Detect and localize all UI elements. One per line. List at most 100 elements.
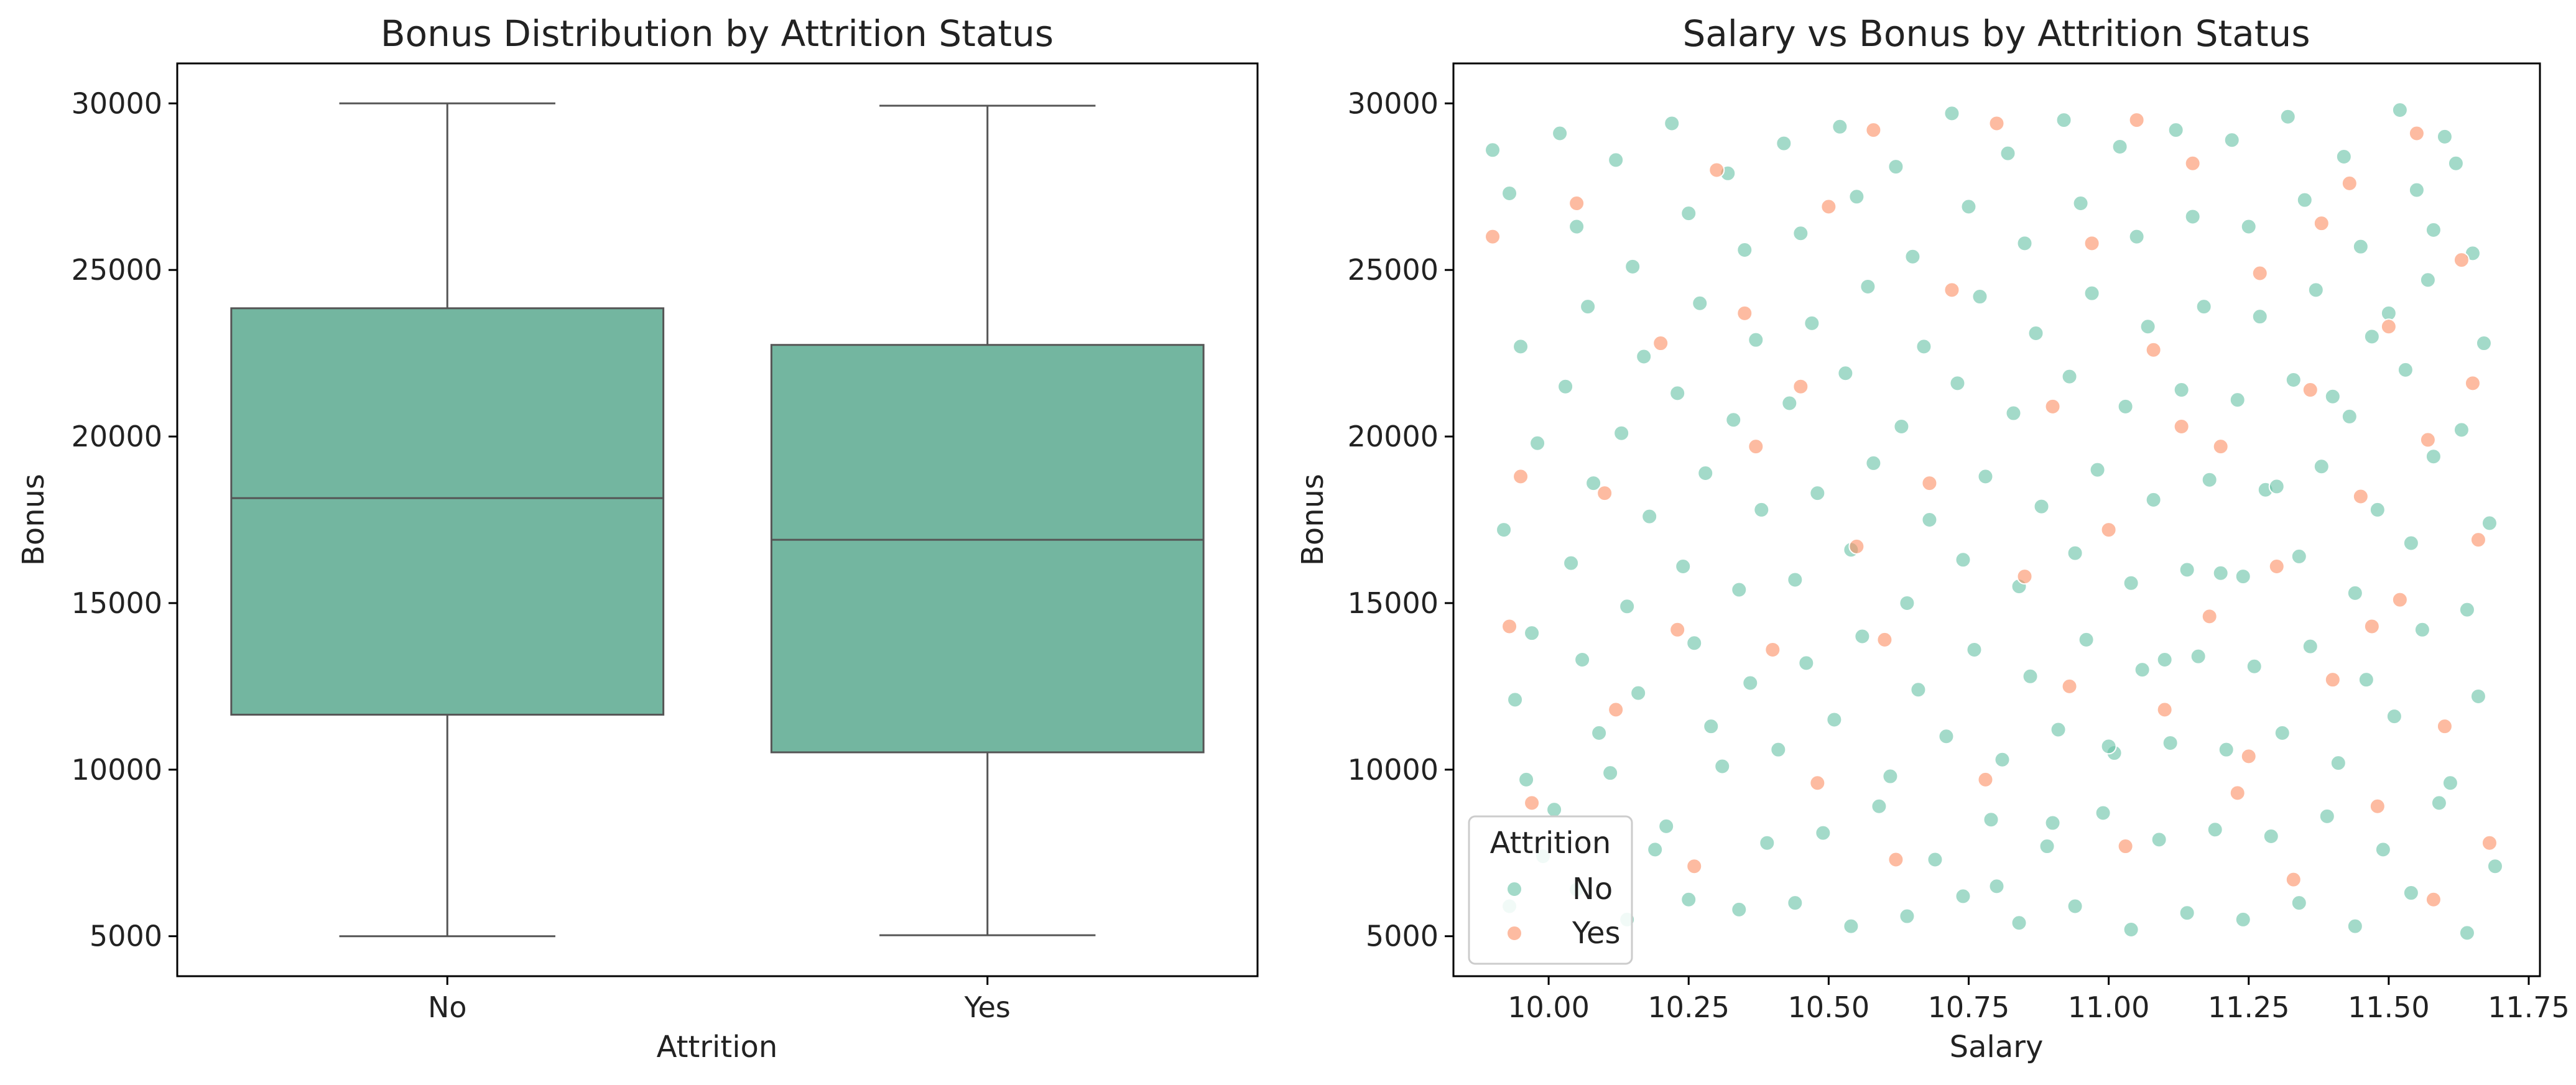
scatter-legend: Attrition No Yes bbox=[1468, 815, 1633, 965]
scatter-point-no bbox=[2179, 561, 2195, 578]
scatter-point-no bbox=[2100, 738, 2117, 755]
scatter-point-no bbox=[2414, 621, 2430, 638]
scatter-point-no bbox=[1971, 289, 1988, 305]
scatter-point-yes bbox=[1608, 701, 1624, 718]
scatter-point-no bbox=[2078, 631, 2095, 648]
scatter-point-no bbox=[2212, 565, 2229, 581]
scatter-point-no bbox=[1703, 718, 1720, 735]
scatter-point-no bbox=[1927, 851, 1944, 868]
scatter-point-no bbox=[1977, 468, 1994, 485]
scatter-point-no bbox=[1680, 891, 1697, 908]
scatter-point-yes bbox=[2436, 718, 2453, 735]
scatter-point-yes bbox=[1764, 641, 1781, 658]
scatter-point-no bbox=[1792, 225, 1809, 242]
scatter-point-no bbox=[2274, 724, 2291, 741]
scatter-point-no bbox=[2061, 368, 2078, 385]
scatter-point-no bbox=[2151, 831, 2167, 848]
scatter-point-no bbox=[2447, 155, 2464, 172]
scatter-point-yes bbox=[2369, 798, 2386, 815]
x-tick-label: 10.00 bbox=[1508, 990, 1590, 1024]
scatter-point-no bbox=[2425, 221, 2442, 238]
scatter-point-no bbox=[1563, 555, 1580, 571]
scatter-x-axis-label: Salary bbox=[1950, 1030, 2044, 1064]
scatter-point-no bbox=[2291, 548, 2307, 565]
scatter-point-no bbox=[1882, 768, 1899, 785]
scatter-y-axis-label: Bonus bbox=[1295, 474, 1330, 566]
scatter-point-no bbox=[1893, 418, 1910, 435]
scatter-point-yes bbox=[1485, 228, 1501, 245]
scatter-point-yes bbox=[1988, 115, 2005, 132]
scatter-point-yes bbox=[1792, 378, 1809, 395]
scatter-point-no bbox=[2235, 568, 2251, 585]
scatter-point-no bbox=[1837, 365, 1854, 382]
scatter-point-no bbox=[2481, 515, 2498, 532]
scatter-point-no bbox=[2089, 461, 2106, 478]
scatter-marks bbox=[1485, 102, 2503, 941]
scatter-point-no bbox=[1641, 508, 1658, 525]
scatter-point-no bbox=[1742, 675, 1759, 691]
scatter-point-no bbox=[2095, 805, 2111, 821]
scatter-point-no bbox=[1955, 888, 1971, 905]
scatter-point-yes bbox=[2408, 125, 2425, 142]
scatter-point-yes bbox=[2145, 341, 2162, 358]
scatter-point-no bbox=[2246, 658, 2263, 675]
scatter-point-no bbox=[1608, 152, 1624, 169]
scatter-point-no bbox=[2352, 238, 2369, 255]
scatter-point-no bbox=[2347, 584, 2363, 601]
scatter-point-yes bbox=[2285, 871, 2302, 888]
x-tick-label: 11.75 bbox=[2488, 990, 2570, 1024]
scatter-point-no bbox=[2486, 858, 2503, 875]
y-tick-label: 25000 bbox=[72, 253, 162, 287]
scatter-point-no bbox=[2156, 652, 2173, 668]
scatter-point-no bbox=[1798, 655, 1815, 672]
scatter-point-yes bbox=[1652, 335, 1669, 352]
scatter-point-no bbox=[1680, 205, 1697, 222]
x-tick-label: 10.25 bbox=[1647, 990, 1730, 1024]
scatter-point-no bbox=[1888, 159, 1904, 175]
scatter-point-no bbox=[2251, 308, 2268, 325]
scatter-point-no bbox=[1748, 331, 1764, 348]
scatter-point-no bbox=[1731, 581, 1748, 598]
scatter-point-no bbox=[2083, 285, 2100, 302]
scatter-point-no bbox=[1624, 258, 1641, 275]
scatter-point-no bbox=[1955, 552, 1971, 568]
scatter-point-no bbox=[1513, 338, 1529, 355]
scatter-point-no bbox=[2179, 905, 2195, 921]
legend-label-yes: Yes bbox=[1572, 916, 1620, 951]
scatter-point-no bbox=[2302, 638, 2319, 655]
scatter-point-yes bbox=[2212, 438, 2229, 455]
scatter-point-no bbox=[2235, 911, 2251, 928]
scatter-point-no bbox=[2039, 838, 2055, 855]
scatter-point-no bbox=[1501, 185, 1518, 201]
scatter-point-no bbox=[2117, 398, 2134, 415]
scatter-point-no bbox=[1568, 218, 1585, 235]
scatter-point-no bbox=[2022, 668, 2039, 685]
y-tick-label: 5000 bbox=[1366, 920, 1439, 953]
scatter-point-yes bbox=[2100, 522, 2117, 538]
scatter-point-no bbox=[2044, 815, 2061, 831]
scatter-point-no bbox=[1899, 908, 1916, 925]
scatter-point-yes bbox=[1736, 305, 1753, 321]
scatter-point-no bbox=[2223, 132, 2240, 149]
scatter-point-no bbox=[2436, 128, 2453, 145]
scatter-point-no bbox=[1832, 118, 1848, 135]
scatter-point-yes bbox=[1501, 618, 1518, 635]
scatter-point-no bbox=[2386, 708, 2402, 725]
scatter-point-no bbox=[2330, 755, 2347, 772]
scatter-point-no bbox=[2218, 741, 2235, 758]
scatter-point-no bbox=[2335, 149, 2352, 165]
scatter-point-yes bbox=[1848, 538, 1865, 555]
scatter-point-yes bbox=[1865, 122, 1882, 139]
scatter-point-no bbox=[1714, 758, 1731, 775]
scatter-point-no bbox=[1619, 598, 1636, 615]
scatter-point-no bbox=[1529, 435, 1546, 451]
x-tick-label: 11.25 bbox=[2208, 990, 2290, 1024]
boxplot-panel: Bonus Distribution by Attrition Status 5… bbox=[16, 12, 1259, 1064]
scatter-point-yes bbox=[2363, 618, 2380, 635]
scatter-point-no bbox=[2291, 895, 2307, 912]
scatter-point-no bbox=[2139, 318, 2156, 335]
scatter-point-no bbox=[2005, 405, 2022, 422]
scatter-point-no bbox=[2123, 921, 2139, 938]
